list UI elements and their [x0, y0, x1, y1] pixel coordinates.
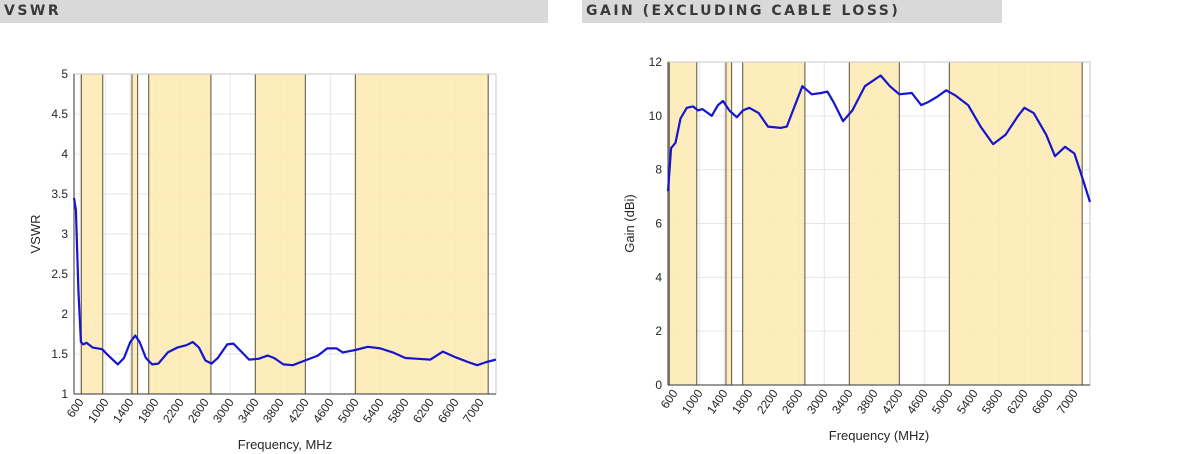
vswr-header-title: VSWR: [4, 3, 62, 19]
vswr-y-tick-label: 3.5: [51, 187, 68, 201]
gain-x-tick-label: 2600: [779, 386, 806, 416]
vswr-x-tick-label: 4600: [310, 395, 337, 425]
vswr-x-tick-label: 7000: [460, 395, 487, 425]
gain-x-tick-label: 6200: [1004, 386, 1031, 416]
gain-y-tick-label: 0: [655, 378, 662, 392]
vswr-x-tick-label: 1400: [110, 395, 137, 425]
gain-y-axis-label: Gain (dBi): [622, 194, 637, 253]
gain-x-tick-label: 7000: [1054, 386, 1081, 416]
vswr-header: VSWR: [0, 0, 548, 23]
gain-x-tick-label: 3400: [829, 386, 856, 416]
vswr-y-axis-label: VSWR: [28, 215, 43, 254]
gain-header-title: GAIN (EXCLUDING CABLE LOSS): [586, 3, 901, 19]
vswr-y-tick-label: 4.5: [51, 107, 68, 121]
gain-x-tick-label: 2200: [754, 386, 781, 416]
vswr-y-tick-label: 1.5: [51, 347, 68, 361]
gain-frequency-band: [848, 61, 900, 386]
gain-chart: 0246810126001000140018002200260030003400…: [622, 55, 1092, 443]
gain-series-line: [666, 74, 1092, 203]
vswr-x-tick-label: 2200: [160, 395, 187, 425]
gain-header: GAIN (EXCLUDING CABLE LOSS): [582, 0, 1002, 23]
gain-x-tick-label: 1400: [704, 386, 731, 416]
vswr-x-tick-label: 5800: [385, 395, 412, 425]
vswr-frequency-band: [148, 73, 212, 395]
gain-x-tick-label: 6600: [1029, 386, 1056, 416]
gain-x-tick-label: 5800: [979, 386, 1006, 416]
vswr-x-tick-label: 3400: [235, 395, 262, 425]
vswr-y-tick-label: 1: [61, 387, 68, 401]
vswr-x-tick-label: 2600: [185, 395, 212, 425]
vswr-x-axis-label: Frequency, MHz: [238, 437, 332, 452]
vswr-chart: 11.522.533.544.5560010001400180022002600…: [28, 67, 497, 452]
gain-y-tick-label: 8: [655, 163, 662, 177]
vswr-y-tick-label: 4: [61, 147, 68, 161]
vswr-series-line: [72, 197, 497, 367]
gain-frequency-band: [742, 61, 806, 386]
gain-x-tick-label: 3800: [854, 386, 881, 416]
gain-x-tick-label: 5400: [954, 386, 981, 416]
vswr-x-tick-label: 1800: [135, 395, 162, 425]
gain-frequency-band: [668, 61, 698, 386]
vswr-frequency-band: [131, 73, 139, 395]
vswr-y-tick-label: 2.5: [51, 267, 68, 281]
gain-y-tick-label: 10: [649, 109, 663, 123]
gain-x-tick-label: 4200: [879, 386, 906, 416]
vswr-x-tick-label: 6200: [410, 395, 437, 425]
gain-x-tick-label: 5000: [929, 386, 956, 416]
vswr-y-tick-label: 3: [61, 227, 68, 241]
vswr-y-tick-label: 2: [61, 307, 68, 321]
gain-x-tick-label: 4600: [904, 386, 931, 416]
vswr-frequency-band: [254, 73, 306, 395]
gain-x-tick-label: 1800: [729, 386, 756, 416]
gain-x-axis-label: Frequency (MHz): [829, 428, 929, 443]
gain-y-tick-label: 6: [655, 217, 662, 231]
vswr-x-tick-label: 5000: [335, 395, 362, 425]
gain-y-tick-label: 4: [655, 270, 662, 284]
gain-y-tick-label: 12: [649, 55, 663, 69]
vswr-x-tick-label: 5400: [360, 395, 387, 425]
gain-x-tick-label: 3000: [804, 386, 831, 416]
vswr-x-tick-label: 4200: [285, 395, 312, 425]
gain-y-tick-label: 2: [655, 324, 662, 338]
vswr-x-tick-label: 6600: [435, 395, 462, 425]
gain-x-tick-label: 1000: [679, 386, 706, 416]
vswr-x-tick-label: 3000: [210, 395, 237, 425]
vswr-x-tick-label: 3800: [260, 395, 287, 425]
gain-frequency-band: [948, 61, 1083, 386]
vswr-y-tick-label: 5: [61, 67, 68, 81]
vswr-x-tick-label: 1000: [85, 395, 112, 425]
vswr-frequency-band: [354, 73, 489, 395]
